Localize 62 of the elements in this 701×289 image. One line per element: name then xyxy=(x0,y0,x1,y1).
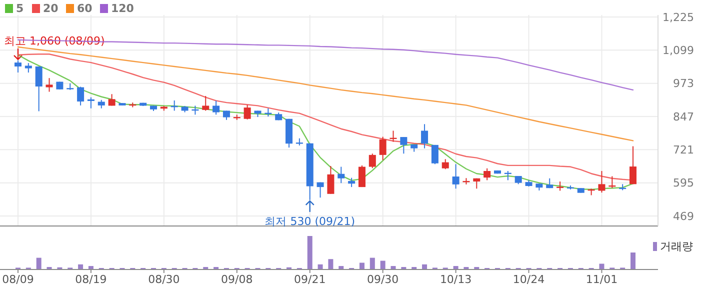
candlestick xyxy=(24,62,32,74)
y-tick-label: 595 xyxy=(673,176,694,190)
candlestick xyxy=(316,182,324,198)
candlestick xyxy=(484,168,491,181)
x-tick-label: 09/30 xyxy=(366,273,399,286)
bar xyxy=(359,262,364,269)
x-tick-label: 10/24 xyxy=(512,273,545,286)
candlestick xyxy=(379,136,386,161)
bar xyxy=(453,266,458,269)
x-tick-label: 08/30 xyxy=(148,273,180,286)
candlestick xyxy=(327,165,334,194)
x-tick-label: 11/01 xyxy=(586,273,618,286)
bar xyxy=(88,266,94,269)
y-tick-label: 973 xyxy=(673,77,694,90)
candlestick xyxy=(630,146,636,185)
bar xyxy=(307,236,312,269)
candlestick xyxy=(421,124,428,149)
bar xyxy=(390,266,396,269)
legend-label: 120 xyxy=(111,2,134,15)
line-series xyxy=(17,46,634,142)
bar xyxy=(599,264,604,269)
bar xyxy=(422,264,428,269)
x-tick-label: 08/09 xyxy=(2,273,34,286)
candlestick xyxy=(598,170,606,194)
candlestick xyxy=(400,136,408,154)
y-tick-label: 1,225 xyxy=(662,10,694,24)
candlestick xyxy=(358,164,366,188)
bar xyxy=(370,258,375,269)
candlestick xyxy=(202,95,210,112)
bar xyxy=(78,264,84,269)
candlestick xyxy=(212,100,220,116)
candlestick xyxy=(452,164,460,190)
candlestick xyxy=(348,177,356,188)
legend-label: 20 xyxy=(43,2,59,15)
candlestick xyxy=(368,153,376,169)
bar xyxy=(380,260,386,269)
candlestick xyxy=(35,66,42,112)
candlestick xyxy=(77,86,84,106)
y-tick-label: 469 xyxy=(673,210,694,223)
y-tick-label: 847 xyxy=(673,110,694,124)
bar xyxy=(338,266,344,269)
bar xyxy=(328,259,334,269)
candlestick xyxy=(244,104,251,120)
x-tick-label: 08/19 xyxy=(75,273,107,286)
x-tick-label: 10/13 xyxy=(440,273,472,286)
y-tick-label: 721 xyxy=(673,144,694,157)
bar xyxy=(318,264,323,269)
y-tick-label: 1,099 xyxy=(662,44,694,58)
x-tick-label: 09/08 xyxy=(221,273,253,286)
x-tick-label: 09/21 xyxy=(294,273,326,286)
candlestick xyxy=(222,110,230,120)
legend-label: 60 xyxy=(77,2,93,15)
bar xyxy=(36,258,42,269)
candlestick xyxy=(46,78,53,92)
candlestick xyxy=(442,158,449,170)
legend-label: 5 xyxy=(16,2,24,15)
candlestick xyxy=(431,144,438,165)
candlestick xyxy=(87,96,94,109)
legend-label: 거래량 xyxy=(660,240,693,253)
candlestick xyxy=(338,166,345,184)
annotation: 최저 530 (09/21) xyxy=(264,214,356,228)
bar xyxy=(630,252,636,269)
